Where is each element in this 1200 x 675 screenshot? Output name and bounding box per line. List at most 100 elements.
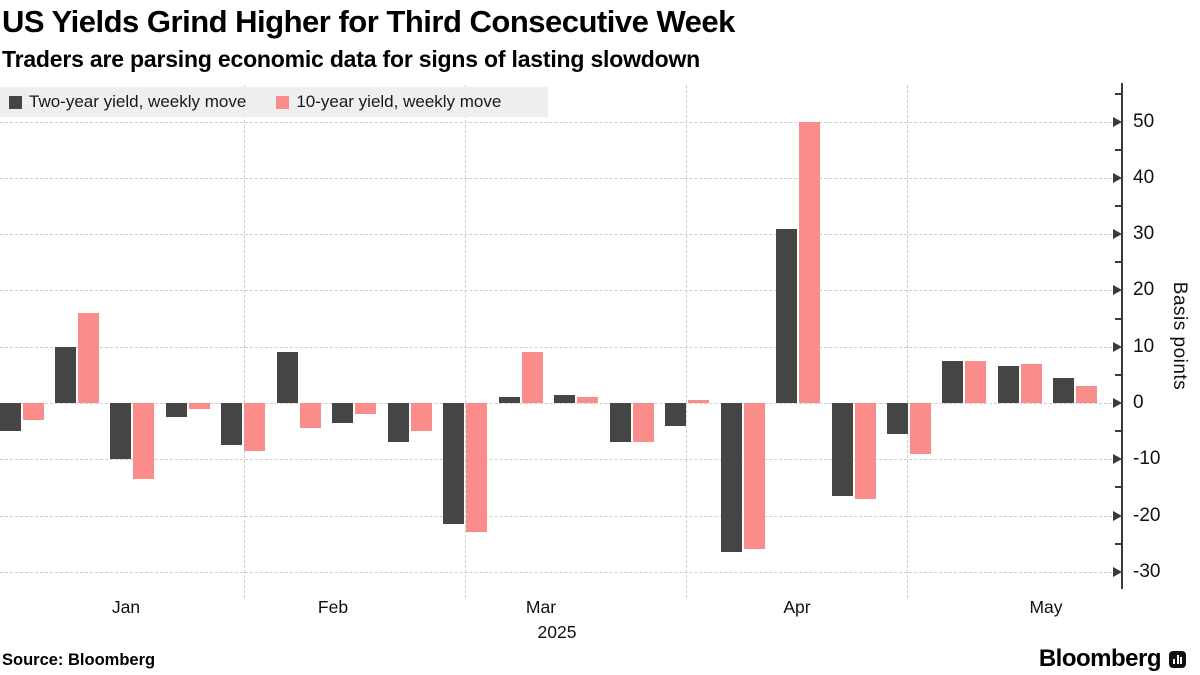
gridline-month-boundary-3: [907, 85, 908, 598]
y-tick-label--10: -10: [1133, 448, 1161, 470]
y-axis-major-tick--20: [1113, 510, 1122, 521]
bar-two-year-week-10: [498, 397, 520, 403]
gridline-month-boundary-0: [244, 85, 245, 598]
bar-two-year-week-1: [0, 403, 21, 432]
bar-two-year-week-19: [997, 366, 1019, 403]
bar-two-year-week-14: [720, 403, 742, 553]
bar-ten-year-week-13: [688, 400, 710, 403]
bar-two-year-week-3: [110, 403, 132, 460]
y-tick-label--30: -30: [1133, 560, 1161, 582]
bar-ten-year-week-11: [577, 397, 599, 403]
month-label-feb: Feb: [317, 597, 349, 617]
y-axis-major-tick-20: [1113, 285, 1122, 296]
bar-two-year-week-12: [609, 403, 631, 443]
bar-ten-year-week-12: [632, 403, 654, 443]
bar-ten-year-week-9: [466, 403, 488, 533]
bar-two-year-week-16: [831, 403, 853, 496]
y-axis-minor-tick-15: [1115, 317, 1122, 320]
y-axis-title: Basis points: [1169, 281, 1190, 391]
gridline-30bp: [0, 234, 1122, 236]
gridline--10bp: [0, 459, 1122, 461]
gridline-50bp: [0, 121, 1122, 123]
legend-item-two-year: Two-year yield, weekly move: [9, 92, 246, 112]
bar-two-year-week-4: [165, 403, 187, 418]
y-axis-major-tick-40: [1113, 172, 1122, 183]
y-axis-major-tick--10: [1113, 454, 1122, 465]
legend-label-ten-year: 10-year yield, weekly move: [296, 92, 502, 111]
bar-two-year-week-20: [1053, 377, 1075, 403]
gridline--30bp: [0, 571, 1122, 573]
bar-two-year-week-11: [554, 394, 576, 403]
bar-two-year-week-18: [942, 360, 964, 403]
bar-ten-year-week-20: [1076, 386, 1098, 403]
y-axis-major-tick--30: [1113, 566, 1122, 577]
y-axis-major-tick-10: [1113, 341, 1122, 352]
bar-ten-year-week-15: [799, 121, 821, 403]
bar-ten-year-week-14: [743, 403, 765, 550]
bar-ten-year-week-19: [1020, 363, 1042, 403]
y-axis-minor-tick-45: [1115, 148, 1122, 151]
bar-two-year-week-6: [276, 352, 298, 403]
month-label-may: May: [1029, 597, 1063, 617]
bar-ten-year-week-3: [133, 403, 155, 479]
bar-ten-year-week-7: [355, 403, 377, 415]
y-axis-minor-tick-35: [1115, 205, 1122, 208]
y-axis-minor-tick-25: [1115, 261, 1122, 264]
month-label-mar: Mar: [525, 597, 557, 617]
bar-ten-year-week-16: [854, 403, 876, 499]
y-tick-label-50: 50: [1133, 110, 1155, 132]
bar-ten-year-week-4: [188, 403, 210, 409]
bar-ten-year-week-8: [410, 403, 432, 432]
y-axis-major-tick-0: [1113, 398, 1122, 408]
bar-ten-year-week-10: [521, 352, 543, 403]
bloomberg-logo: Bloomberg: [1039, 645, 1186, 673]
y-axis-major-tick-30: [1113, 229, 1122, 240]
bar-two-year-week-5: [221, 403, 243, 446]
y-tick-label-0: 0: [1133, 392, 1144, 413]
y-axis-minor-tick--5: [1115, 430, 1122, 433]
y-axis-minor-tick--15: [1115, 486, 1122, 489]
gridline-month-boundary-1: [465, 85, 466, 598]
gridline-40bp: [0, 177, 1122, 179]
page-title: US Yields Grind Higher for Third Consecu…: [2, 4, 735, 39]
bar-two-year-week-13: [665, 403, 687, 426]
bar-two-year-week-15: [776, 228, 798, 403]
bar-ten-year-week-1: [22, 403, 44, 420]
bloomberg-terminal-icon: [1169, 650, 1186, 668]
bar-ten-year-week-18: [965, 360, 987, 403]
bloomberg-wordmark: Bloomberg: [1038, 645, 1162, 672]
legend-swatch-two-year: [9, 95, 22, 109]
gridline-20bp: [0, 290, 1122, 292]
y-tick-label--20: -20: [1133, 504, 1161, 526]
y-tick-label-10: 10: [1133, 335, 1155, 357]
bar-ten-year-week-6: [299, 403, 321, 429]
y-tick-label-30: 30: [1133, 223, 1155, 245]
gridline-month-boundary-2: [686, 85, 687, 598]
y-axis-minor-tick--25: [1115, 542, 1122, 545]
bar-two-year-week-9: [443, 403, 465, 524]
y-axis-major-tick-50: [1113, 116, 1122, 127]
bar-two-year-week-8: [387, 403, 409, 443]
bar-two-year-week-7: [332, 403, 354, 423]
bar-ten-year-week-5: [244, 403, 266, 451]
bar-ten-year-week-2: [77, 312, 99, 403]
y-axis-minor-tick-55: [1115, 92, 1122, 95]
page-subtitle: Traders are parsing economic data for si…: [2, 46, 700, 72]
gridline-10bp: [0, 346, 1122, 348]
gridline-0bp: [0, 403, 1122, 404]
bar-two-year-week-2: [54, 346, 76, 403]
year-label: 2025: [537, 622, 577, 642]
y-axis-line: [1121, 83, 1123, 589]
legend-item-ten-year: 10-year yield, weekly move: [276, 92, 501, 112]
legend-swatch-ten-year: [276, 95, 290, 109]
y-tick-label-20: 20: [1133, 279, 1155, 301]
gridline--20bp: [0, 515, 1122, 517]
month-label-jan: Jan: [111, 597, 141, 617]
y-tick-label-40: 40: [1133, 166, 1155, 188]
y-axis-minor-tick-5: [1115, 373, 1122, 376]
source-credit: Source: Bloomberg: [2, 651, 156, 669]
month-label-apr: Apr: [783, 597, 811, 617]
legend-label-two-year: Two-year yield, weekly move: [29, 92, 247, 111]
